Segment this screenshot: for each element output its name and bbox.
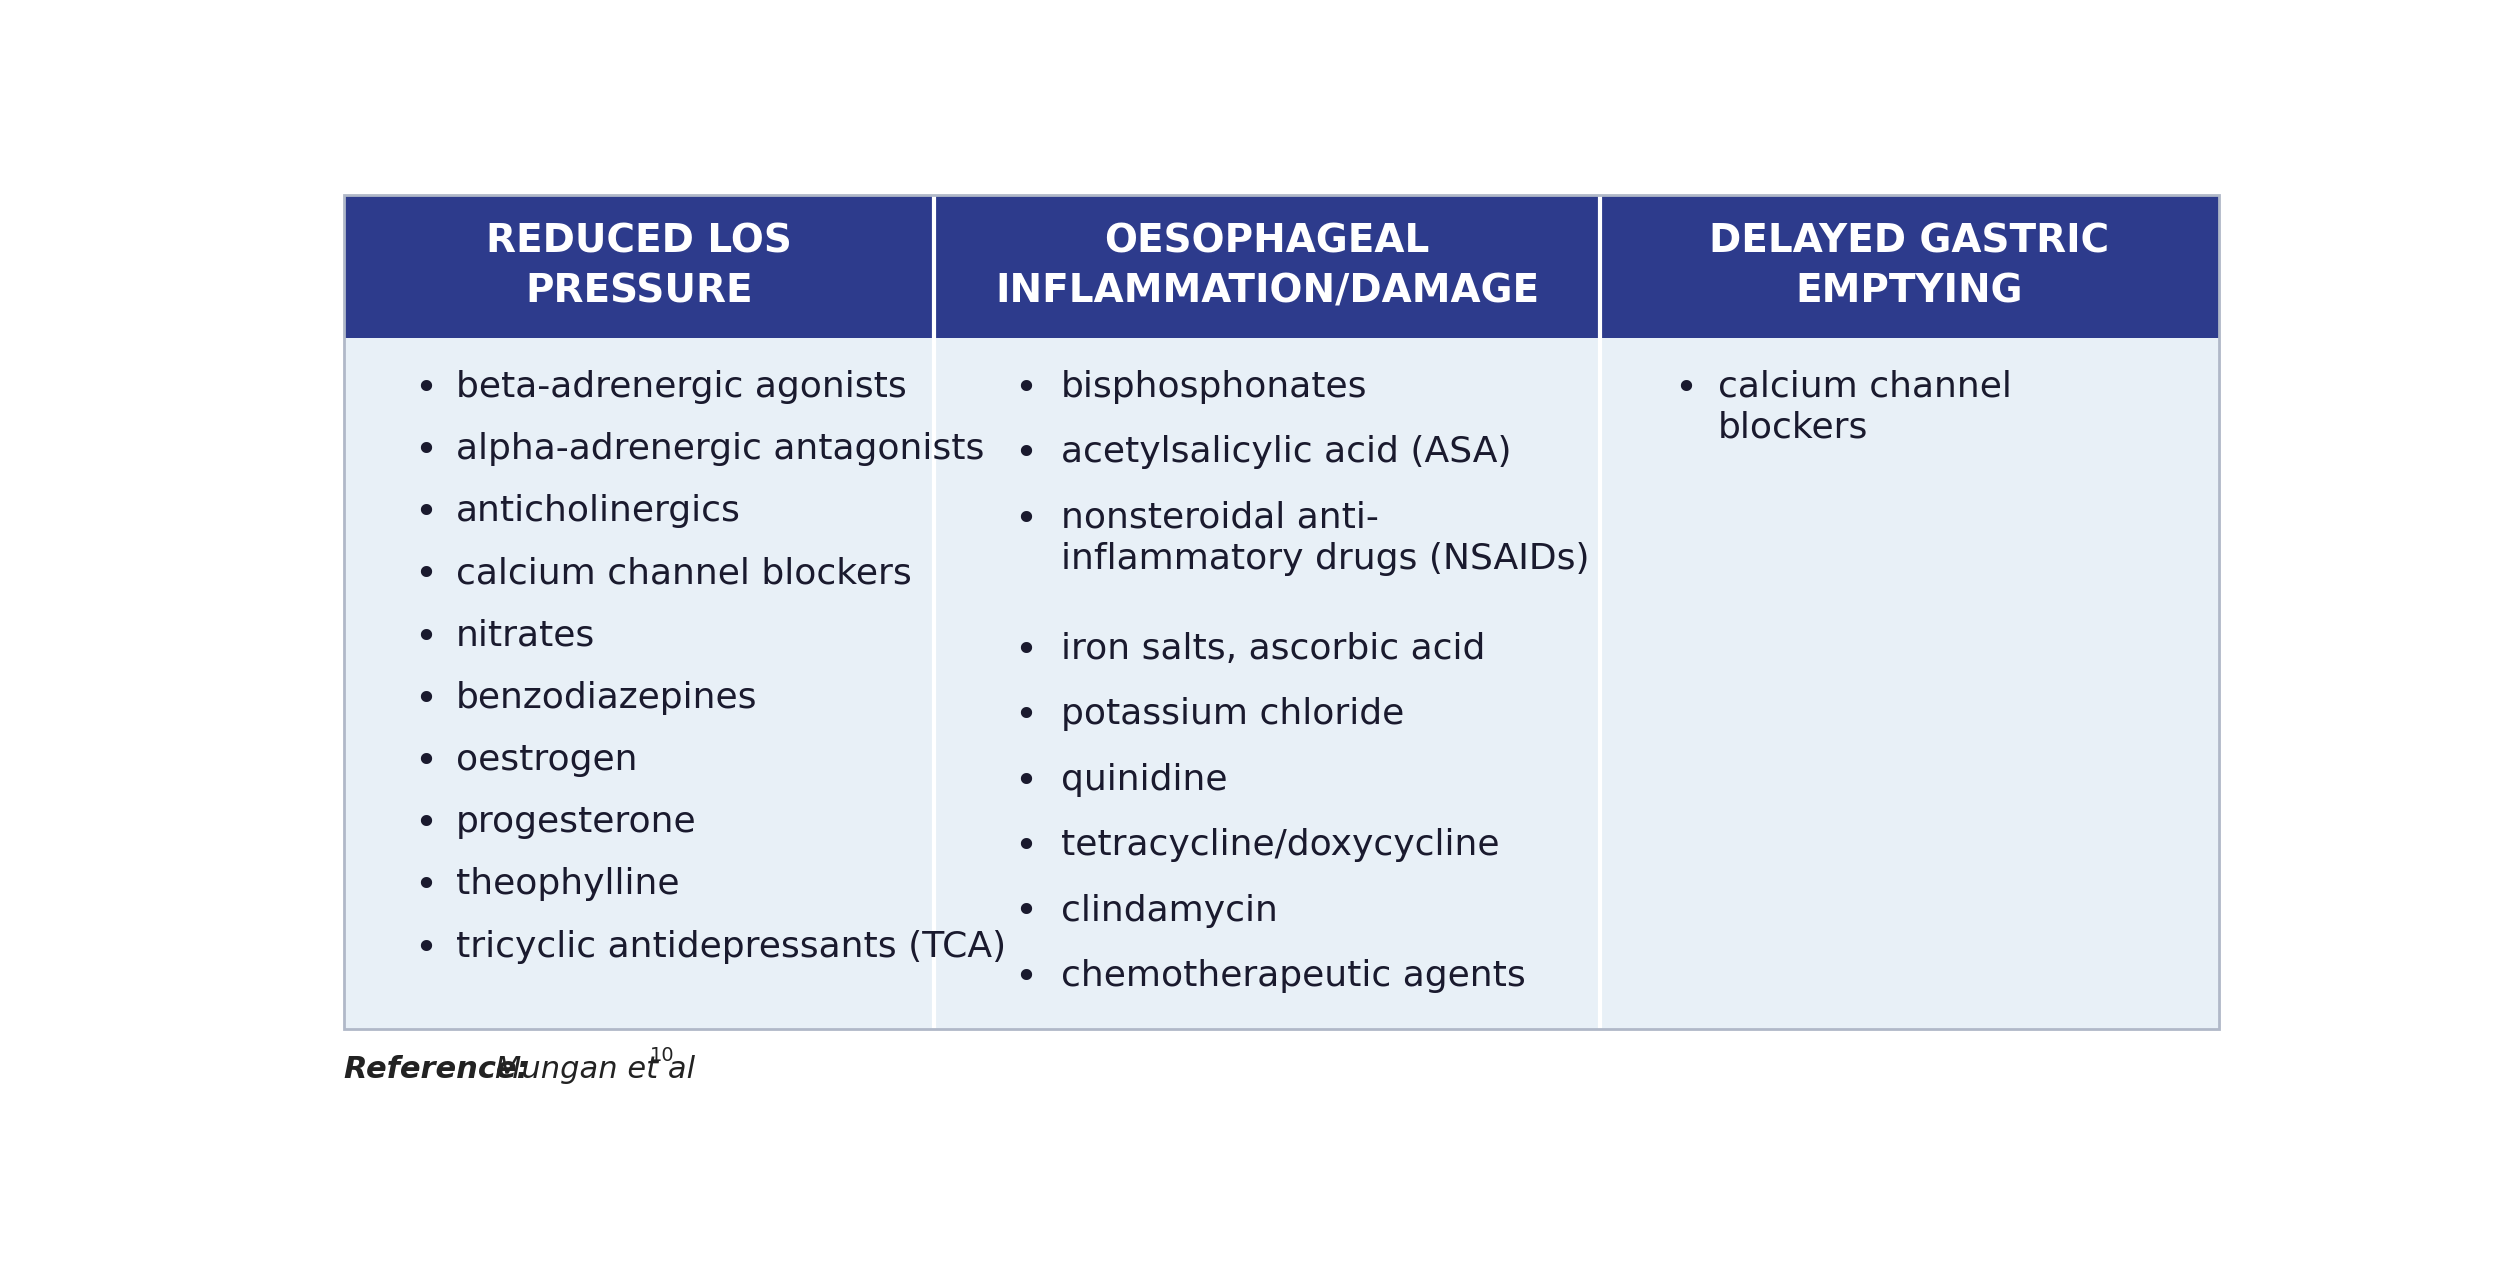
Text: •: • bbox=[415, 556, 437, 594]
Text: •: • bbox=[415, 681, 437, 719]
Text: •: • bbox=[1015, 435, 1038, 474]
Text: •: • bbox=[415, 867, 437, 905]
Text: •: • bbox=[415, 619, 437, 657]
Text: •: • bbox=[1015, 763, 1038, 801]
Text: •: • bbox=[1015, 959, 1038, 997]
Text: iron salts, ascorbic acid: iron salts, ascorbic acid bbox=[1060, 631, 1485, 666]
Text: •: • bbox=[1015, 631, 1038, 670]
Text: 10: 10 bbox=[650, 1046, 675, 1066]
Text: •: • bbox=[415, 432, 437, 470]
Text: •: • bbox=[415, 370, 437, 407]
Text: •: • bbox=[1015, 500, 1038, 538]
Text: acetylsalicylic acid (ASA): acetylsalicylic acid (ASA) bbox=[1060, 435, 1512, 470]
Text: quinidine: quinidine bbox=[1060, 763, 1228, 797]
Text: beta-adrenergic agonists: beta-adrenergic agonists bbox=[455, 370, 908, 404]
Text: •: • bbox=[415, 929, 437, 967]
Text: chemotherapeutic agents: chemotherapeutic agents bbox=[1060, 959, 1525, 993]
FancyBboxPatch shape bbox=[342, 337, 2220, 1029]
FancyBboxPatch shape bbox=[342, 195, 935, 337]
Text: calcium channel
blockers: calcium channel blockers bbox=[1718, 370, 2013, 444]
Text: tricyclic antidepressants (TCA): tricyclic antidepressants (TCA) bbox=[455, 929, 1005, 964]
Text: Mungan et al: Mungan et al bbox=[495, 1055, 695, 1085]
Text: •: • bbox=[1015, 894, 1038, 932]
Text: •: • bbox=[1015, 370, 1038, 407]
Text: alpha-adrenergic antagonists: alpha-adrenergic antagonists bbox=[455, 432, 985, 466]
Text: •: • bbox=[415, 806, 437, 843]
Text: theophylline: theophylline bbox=[455, 867, 680, 901]
Text: DELAYED GASTRIC
EMPTYING: DELAYED GASTRIC EMPTYING bbox=[1710, 223, 2110, 311]
Text: clindamycin: clindamycin bbox=[1060, 894, 1278, 928]
Text: bisphosphonates: bisphosphonates bbox=[1060, 370, 1368, 404]
Text: calcium channel blockers: calcium channel blockers bbox=[455, 556, 912, 591]
Text: •: • bbox=[415, 494, 437, 532]
Text: REDUCED LOS
PRESSURE: REDUCED LOS PRESSURE bbox=[485, 223, 792, 311]
Text: Reference:: Reference: bbox=[342, 1055, 540, 1085]
Text: OESOPHAGEAL
INFLAMMATION/DAMAGE: OESOPHAGEAL INFLAMMATION/DAMAGE bbox=[995, 223, 1540, 311]
Text: potassium chloride: potassium chloride bbox=[1060, 698, 1405, 731]
Text: oestrogen: oestrogen bbox=[455, 743, 638, 777]
Text: •: • bbox=[1015, 698, 1038, 735]
Text: nitrates: nitrates bbox=[455, 619, 595, 653]
Text: progesterone: progesterone bbox=[455, 806, 698, 839]
Text: •: • bbox=[415, 743, 437, 782]
FancyBboxPatch shape bbox=[935, 195, 1600, 337]
Text: tetracycline/doxycycline: tetracycline/doxycycline bbox=[1060, 827, 1500, 862]
Text: anticholinergics: anticholinergics bbox=[455, 494, 740, 528]
Text: benzodiazepines: benzodiazepines bbox=[455, 681, 758, 715]
Text: •: • bbox=[1675, 370, 1698, 407]
FancyBboxPatch shape bbox=[1600, 195, 2220, 337]
Text: nonsteroidal anti-
inflammatory drugs (NSAIDs): nonsteroidal anti- inflammatory drugs (N… bbox=[1060, 500, 1590, 575]
Text: •: • bbox=[1015, 827, 1038, 866]
